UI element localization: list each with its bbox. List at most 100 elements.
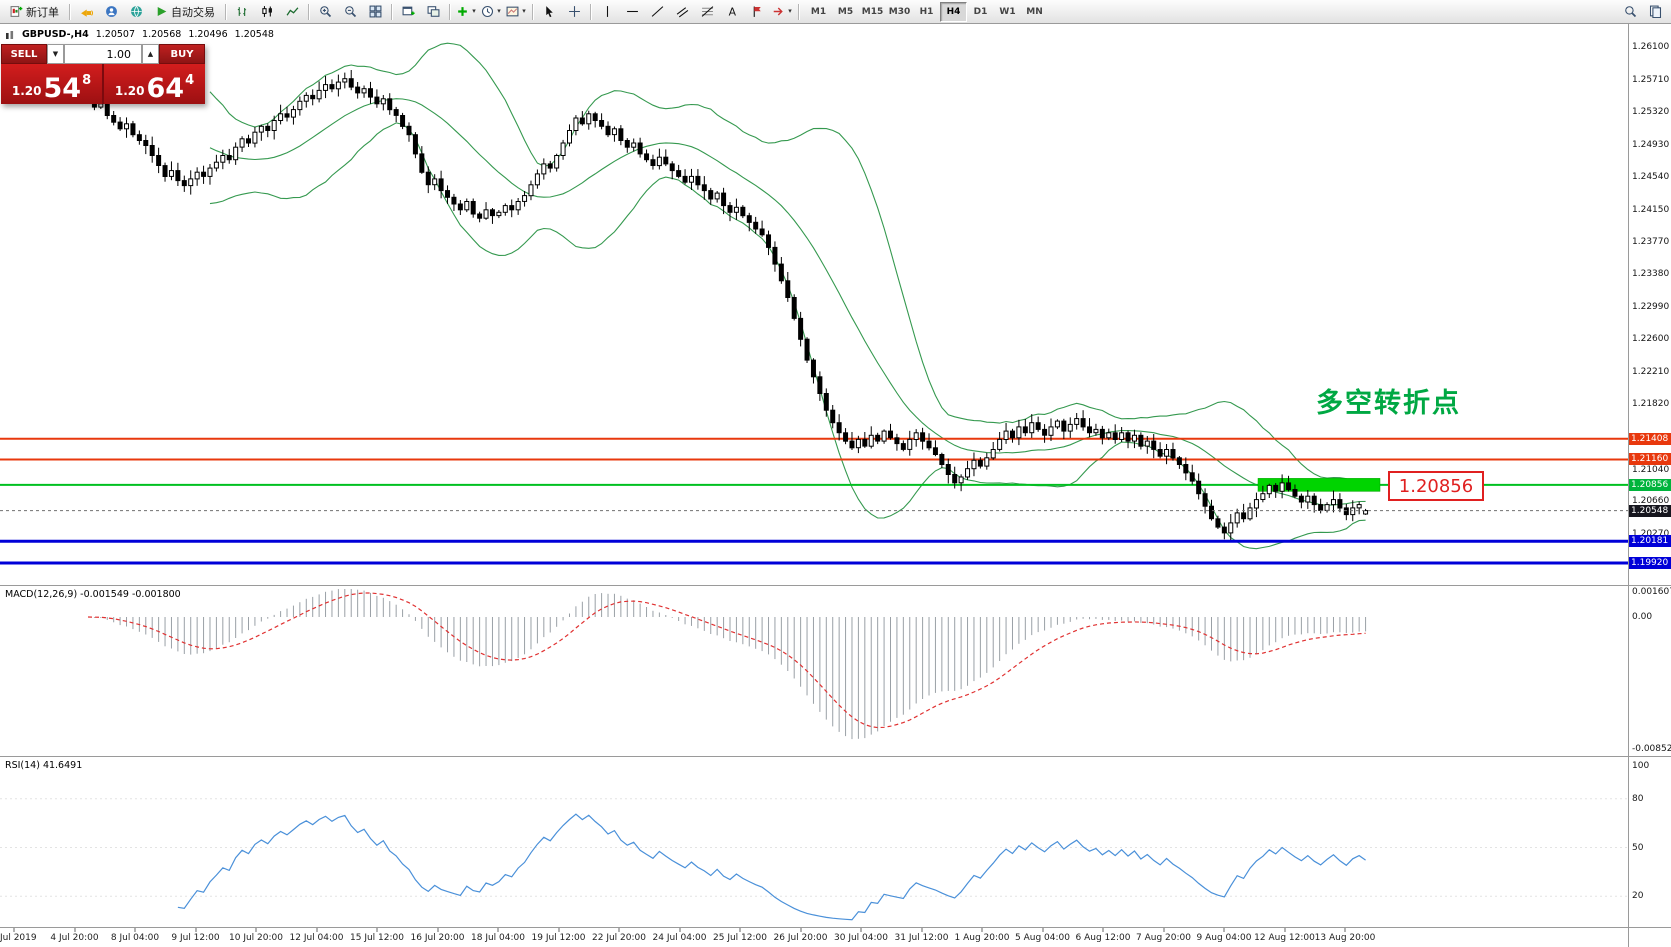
toolbar-separator (391, 3, 392, 20)
time-axis-tick (1223, 928, 1225, 932)
search-button[interactable] (1618, 1, 1642, 23)
channel-tool-button[interactable] (670, 1, 694, 23)
alerts-button[interactable] (74, 1, 98, 23)
new-order-button[interactable]: 新订单 (4, 1, 65, 23)
toolbar-separator (225, 3, 226, 20)
tile-windows-icon (369, 5, 381, 18)
price-axis-separator[interactable] (1628, 24, 1629, 947)
macd-signal-line (87, 592, 1366, 729)
time-axis-label: 22 Jul 20:00 (592, 933, 646, 943)
time-axis-label: 9 Jul 12:00 (171, 933, 220, 943)
price-axis-tick: 1.21040 (1632, 464, 1670, 475)
periods-button[interactable]: ▾ (479, 1, 503, 23)
indicators-add-icon (458, 7, 468, 16)
macd-axis-tick: 0.001607 (1632, 587, 1671, 598)
trendline-tool-button[interactable] (645, 1, 669, 23)
price-axis-tick: 1.25710 (1632, 74, 1670, 85)
zoom-in-button[interactable] (313, 1, 337, 23)
time-axis-tick (679, 928, 680, 932)
price-chart[interactable] (0, 24, 1671, 586)
time-axis-tick (800, 928, 801, 932)
macd-panel[interactable] (0, 586, 1671, 757)
bar-chart-button[interactable] (230, 1, 254, 23)
timeframe-h4[interactable]: H4 (940, 1, 967, 22)
sell-button[interactable]: SELL (1, 44, 47, 64)
candlestick-mode-button[interactable] (255, 1, 279, 23)
pane-divider[interactable] (0, 756, 1671, 757)
timeframe-w1[interactable]: W1 (999, 6, 1016, 17)
sell-price[interactable]: 1.20 54 8 (1, 64, 104, 104)
horizontal-line-tool-button[interactable] (620, 1, 644, 23)
timeframe-m5[interactable]: M5 (837, 6, 854, 17)
timeframe-m30[interactable]: M30 (888, 6, 911, 17)
arrows-tool-button[interactable]: ▾ (770, 1, 794, 23)
fibonacci-tool-button[interactable] (695, 1, 719, 23)
time-axis-label: 12 Jul 04:00 (289, 933, 344, 943)
time-axis-tick (739, 928, 741, 932)
time-axis-tick (497, 928, 499, 932)
ohlc-open: 1.20507 (95, 29, 136, 40)
timeframe-m1[interactable]: M1 (810, 6, 827, 17)
timeframe-h1[interactable]: H1 (919, 6, 934, 17)
docs-button[interactable] (1643, 1, 1667, 23)
timeframe-m15[interactable]: M15 (861, 6, 884, 17)
volume-input[interactable]: 1.00 (64, 44, 142, 64)
time-axis-label: 31 Jul 12:00 (894, 933, 949, 943)
time-axis-tick (860, 928, 862, 932)
auto-trading-label: 自动交易 (171, 5, 215, 19)
volume-up-button[interactable]: ▲ (142, 44, 159, 64)
time-axis-tick (134, 928, 136, 932)
auto-trading-button[interactable]: 自动交易 (149, 1, 221, 23)
community-button[interactable] (99, 1, 123, 23)
buy-price[interactable]: 1.20 64 4 (104, 64, 205, 104)
timeframe-d1[interactable]: D1 (973, 6, 988, 17)
tile-windows-button[interactable] (363, 1, 387, 23)
toolbar-separator (449, 3, 450, 20)
rsi-axis-tick: 50 (1632, 842, 1644, 853)
buy-price-figure: 1.20 (114, 84, 145, 98)
cursor-tool-button[interactable] (537, 1, 561, 23)
zoom-out-button[interactable] (338, 1, 362, 23)
price-axis-tick: 1.22990 (1632, 301, 1670, 312)
time-axis-label: 5 Aug 04:00 (1015, 933, 1070, 943)
time-axis-tick (921, 928, 922, 932)
buy-button[interactable]: BUY (159, 44, 205, 64)
timeframe-mn[interactable]: MN (1026, 6, 1043, 17)
time-axis-label: 9 Aug 04:00 (1196, 933, 1252, 943)
pane-divider[interactable] (0, 927, 1671, 928)
market-icon (130, 6, 142, 17)
time-axis-tick (376, 928, 378, 932)
price-level-label[interactable]: 1.20856 (1388, 471, 1484, 501)
period-clock-icon (482, 5, 494, 18)
symbol-period-label: GBPUSD-,H4 (22, 29, 89, 40)
label-tool-button[interactable] (745, 1, 769, 23)
time-axis-label: 8 Jul 04:00 (110, 933, 160, 943)
rsi-panel[interactable] (0, 757, 1671, 927)
indicators-button[interactable]: ▾ (454, 1, 478, 23)
crosshair-tool-button[interactable] (562, 1, 586, 23)
sell-price-figure: 1.20 (11, 84, 42, 98)
price-axis-badge: 1.20548 (1629, 504, 1671, 517)
line-chart-button[interactable] (280, 1, 304, 23)
time-axis-label: 4 Jul 20:00 (50, 933, 99, 943)
market-button[interactable] (124, 1, 148, 23)
toolbar: 新订单 自动交易 (0, 0, 1671, 24)
pane-divider[interactable] (0, 585, 1671, 586)
new-chart-button[interactable] (396, 1, 420, 23)
window-list-button[interactable] (421, 1, 445, 23)
label-flag-icon (753, 6, 761, 17)
price-axis-tick: 1.22210 (1632, 366, 1670, 377)
price-axis-tick: 1.24540 (1632, 172, 1670, 183)
text-tool-button[interactable]: A (720, 1, 744, 23)
vertical-line-tool-button[interactable] (595, 1, 619, 23)
price-axis-tick: 1.20660 (1632, 496, 1670, 507)
caret-down-icon: ▾ (522, 7, 526, 15)
templates-button[interactable]: ▾ (504, 1, 528, 23)
volume-down-button[interactable]: ▼ (47, 44, 64, 64)
ohlc-close: 1.20548 (234, 29, 274, 40)
price-axis-tick: 1.23380 (1632, 269, 1670, 280)
sell-price-pips: 54 (43, 73, 82, 104)
docs-icon (1649, 5, 1661, 18)
time-axis-label: 30 Jul 04:00 (834, 933, 888, 943)
cursor-icon (545, 6, 553, 18)
